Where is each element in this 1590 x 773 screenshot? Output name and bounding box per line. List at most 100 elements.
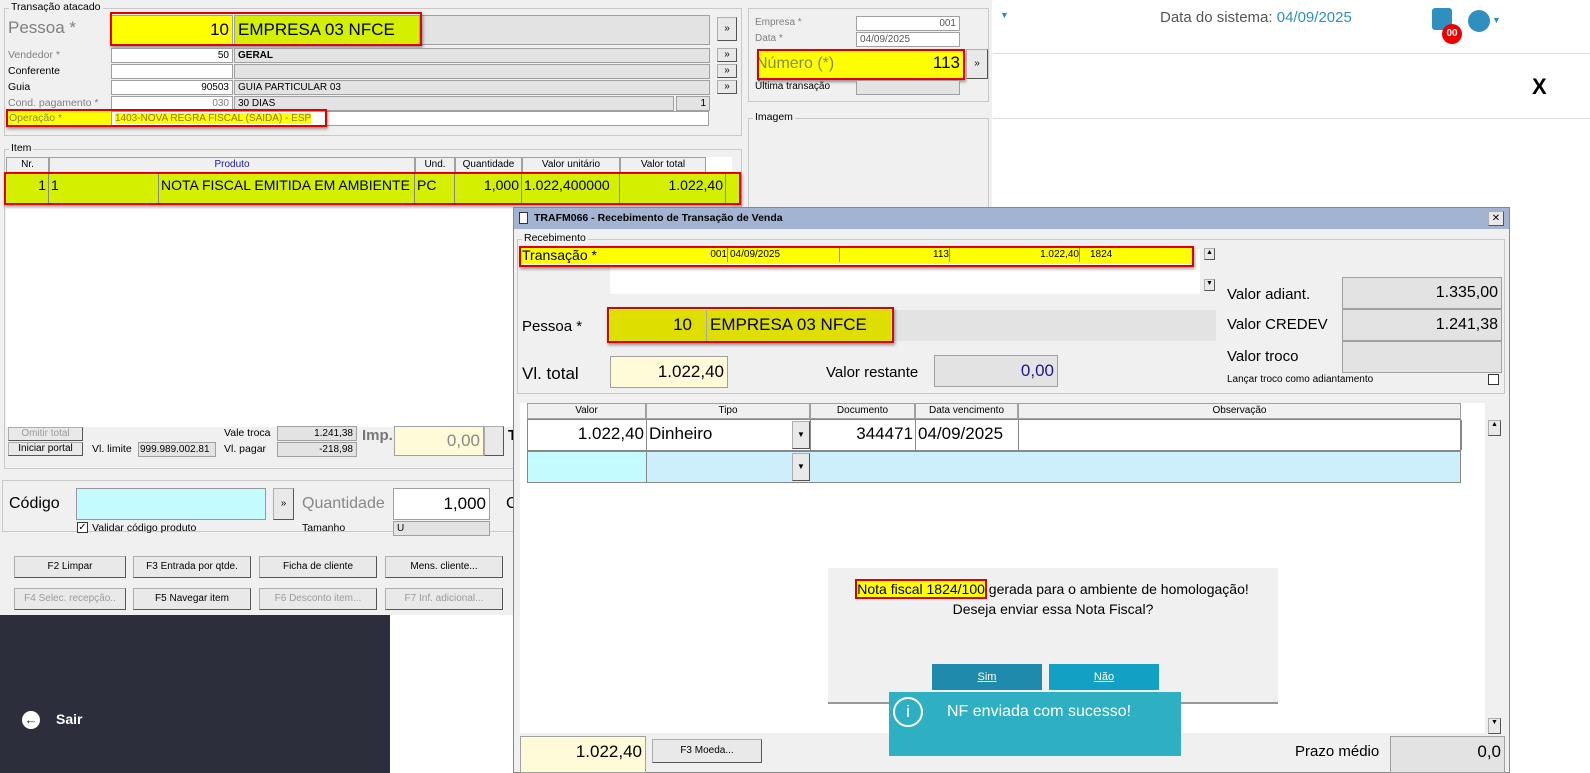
mens-cliente-button[interactable]: Mens. cliente... [385,556,503,578]
back-arrow-icon: ← [22,711,40,729]
toast-message: NF enviada com sucesso! [947,703,1132,720]
f4-selec-button[interactable]: F4 Selec. recepção.. [14,588,126,610]
close-icon[interactable]: X [1532,74,1547,99]
new-tipo-dropdown-button[interactable]: ▼ [792,453,810,481]
nao-button[interactable]: Não [1049,664,1159,690]
col-nr[interactable]: Nr. [6,157,49,173]
table-row[interactable]: 1 1 NOTA FISCAL EMITIDA EM AMBIENTE PC 1… [6,174,740,204]
dialog-pessoa-name: EMPRESA 03 NFCE [706,310,891,341]
scroll-up[interactable]: ▲ [1204,248,1215,260]
system-date-label: Data do sistema: [1160,9,1273,26]
operacao-label-bg [8,111,112,125]
pessoa-code[interactable]: 10 [111,15,233,45]
guia-more-button[interactable]: » [717,80,737,94]
f5-navegar-button[interactable]: F5 Navegar item [133,588,251,610]
cell-valor-total: 1.022,40 [620,174,726,204]
new-cell-valor[interactable] [528,452,647,482]
dialog-title: TRAFM066 - Recebimento de Transação de V… [534,212,783,224]
transacao-group: Transação atacado [4,1,742,136]
dialog-pessoa-code[interactable]: 10 [610,310,706,341]
data-label: Data * [755,33,783,44]
col-documento[interactable]: Documento [810,403,915,419]
col-tipo[interactable]: Tipo [646,403,810,419]
numero-label: Número (*) [756,55,835,72]
vl-pagar-label: Vl. pagar [224,443,267,455]
vl-total-value: 1.022,40 [610,356,728,388]
transacao-numero: 113 [840,248,950,262]
user-caret[interactable]: ▼ [1492,15,1501,25]
sim-button[interactable]: Sim [932,664,1042,690]
highlight-pessoa [110,12,422,46]
col-valor-total[interactable]: Valor total [620,157,706,173]
codigo-search-button[interactable]: » [273,488,294,520]
empresa-value[interactable]: 001 [856,16,960,31]
data-value[interactable]: 04/09/2025 [856,32,960,47]
tipo-dropdown-button[interactable]: ▼ [792,421,810,449]
col-produto[interactable]: Produto [49,157,415,173]
table-row[interactable]: 1.022,40 Dinheiro ▼ 344471 04/09/2025 [527,419,1462,451]
conferente-code[interactable] [111,64,233,79]
f7-inf-button[interactable]: F7 Inf. adicional... [385,588,503,610]
vendedor-more-button[interactable]: » [717,48,737,62]
guia-label: Guia [8,81,31,93]
ficha-cliente-button[interactable]: Ficha de cliente [259,556,377,578]
quantidade-input[interactable]: 1,000 [393,488,490,520]
vendedor-code[interactable]: 50 [111,48,233,63]
valor-troco-value [1342,341,1502,373]
ultima-label: Última transação [755,81,831,92]
tamanho-label: Tamanho [302,522,346,534]
cell-observacao [1019,420,1462,450]
transacao-empresa: 001 [616,248,728,262]
dialog-close-button[interactable]: ✕ [1488,211,1504,226]
numero-value[interactable]: 113 [932,53,960,72]
highlight-item-row [4,172,741,205]
valor-restante-value: 0,00 [934,355,1058,387]
col-quantidade[interactable]: Quantidade [455,157,522,173]
validar-checkbox[interactable]: ✓ [77,522,88,533]
imagem-group: Imagem [748,111,989,218]
guia-code[interactable]: 90503 [111,80,233,95]
operacao-label: Operação * [9,112,63,124]
table-row-new[interactable]: ▼ [527,451,1461,483]
f2-limpar-button[interactable]: F2 Limpar [14,556,126,578]
col-data-vencimento[interactable]: Data vencimento [915,403,1018,419]
user-icon[interactable] [1468,10,1490,32]
cond-name: 30 DIAS [234,96,674,111]
omitir-total-button[interactable]: Omitir total [8,427,83,441]
col-valor-unitario[interactable]: Valor unitário [522,157,620,173]
sair-button[interactable]: ← Sair [22,711,82,729]
system-date-value: 04/09/2025 [1276,9,1352,26]
pessoa-name-rest [420,15,710,45]
col-valor[interactable]: Valor [527,403,646,419]
col-und[interactable]: Und. [415,157,455,173]
codigo-input[interactable] [76,488,266,520]
iniciar-portal-button[interactable]: Iniciar portal [8,442,83,456]
f3-moeda-button[interactable]: F3 Moeda... [652,739,762,763]
f3-entrada-button[interactable]: F3 Entrada por qtde. [133,556,251,578]
prompt-highlight: Nota fiscal 1824/100 [855,579,987,599]
validar-label: Validar código produto [92,522,197,534]
f6-desconto-button[interactable]: F6 Desconto item... [259,588,377,610]
col-observacao[interactable]: Observação [1018,403,1461,419]
imp-button[interactable] [484,426,504,456]
cell-tipo[interactable]: Dinheiro [647,420,811,450]
grid-scroll-up[interactable]: ▲ [1488,420,1501,436]
pessoa-more-button[interactable]: » [717,17,737,41]
scroll-down[interactable]: ▼ [1204,279,1215,291]
dropdown-caret[interactable]: ▼ [1000,10,1009,20]
transacao-data: 04/09/2025 [730,248,840,262]
valor-credev-label: Valor CREDEV [1227,316,1328,333]
c-label: C [506,495,518,512]
transacao-row[interactable]: Transação * 001 04/09/2025 113 1.022,40 … [520,248,1192,264]
prompt-line2: Deseja enviar essa Nota Fiscal? [952,601,1154,617]
operacao-select[interactable]: 1403-NOVA REGRA FISCAL (SAIDA) - ESP [111,111,709,126]
dialog-pessoa-label: Pessoa * [522,318,583,335]
numero-more-button[interactable]: » [966,49,988,79]
highlight-operacao [6,109,327,127]
grid-scroll-down[interactable]: ▼ [1488,718,1501,734]
valor-troco-label: Valor troco [1227,348,1299,365]
prazo-medio-label: Prazo médio [1295,743,1380,760]
lancar-troco-checkbox[interactable] [1488,374,1499,385]
cell-documento: 344471 [811,420,916,450]
conferente-more-button[interactable]: » [717,64,737,78]
